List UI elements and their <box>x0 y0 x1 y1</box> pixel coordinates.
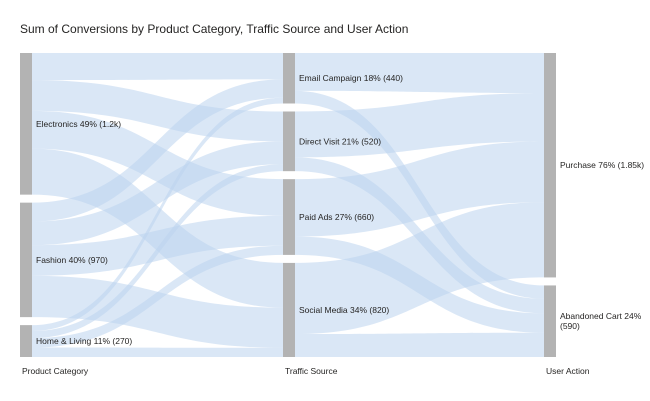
link-email-purchase[interactable] <box>295 53 544 94</box>
link-direct-purchase[interactable] <box>295 93 544 158</box>
node-label-electronics: Electronics 49% (1.2k) <box>36 119 121 129</box>
sankey-labels: Electronics 49% (1.2k) Fashion 40% (970) H… <box>36 73 644 346</box>
node-label-abandoned: Abandoned Cart 24% (590) <box>560 311 642 331</box>
node-electronics[interactable] <box>20 53 32 195</box>
link-home-direct[interactable] <box>32 164 283 339</box>
node-social[interactable] <box>283 262 295 357</box>
node-abandoned[interactable] <box>544 285 556 357</box>
node-label-paid: Paid Ads 27% (660) <box>299 212 374 222</box>
column-label-2: User Action <box>546 366 590 376</box>
column-label-0: Product Category <box>22 366 89 376</box>
chart-title: Sum of Conversions by Product Category, … <box>20 22 409 36</box>
node-label-social: Social Media 34% (820) <box>299 305 389 315</box>
link-paid-purchase[interactable] <box>295 141 544 237</box>
column-labels: Product Category Traffic Source User Actio… <box>22 366 590 376</box>
node-email[interactable] <box>283 53 295 104</box>
link-fashion-social[interactable] <box>32 275 283 348</box>
column-label-1: Traffic Source <box>285 366 338 376</box>
link-electronics-paid[interactable] <box>32 110 283 216</box>
node-direct[interactable] <box>283 111 295 172</box>
link-fashion-email[interactable] <box>32 79 283 222</box>
node-fashion[interactable] <box>20 202 32 318</box>
node-purchase[interactable] <box>544 53 556 278</box>
node-paid[interactable] <box>283 179 295 255</box>
node-label-purchase: Purchase 76% (1.85k) <box>560 160 644 170</box>
link-home-paid[interactable] <box>32 245 283 348</box>
node-label-home: Home & Living 11% (270) <box>36 336 132 346</box>
node-home[interactable] <box>20 325 32 357</box>
link-social-abandoned[interactable] <box>295 332 544 357</box>
sankey-nodes <box>20 53 556 357</box>
sankey-links <box>32 53 544 357</box>
node-label-direct: Direct Visit 21% (520) <box>299 136 381 146</box>
link-fashion-direct[interactable] <box>32 141 283 246</box>
link-home-social[interactable] <box>32 347 283 357</box>
link-electronics-email[interactable] <box>32 53 283 81</box>
node-label-fashion: Fashion 40% (970) <box>36 255 108 265</box>
link-home-email[interactable] <box>32 97 283 332</box>
link-fashion-paid[interactable] <box>32 215 283 276</box>
link-social-purchase[interactable] <box>295 202 544 335</box>
link-electronics-social[interactable] <box>32 148 283 308</box>
node-label-email: Email Campaign 18% (440) <box>299 73 403 83</box>
